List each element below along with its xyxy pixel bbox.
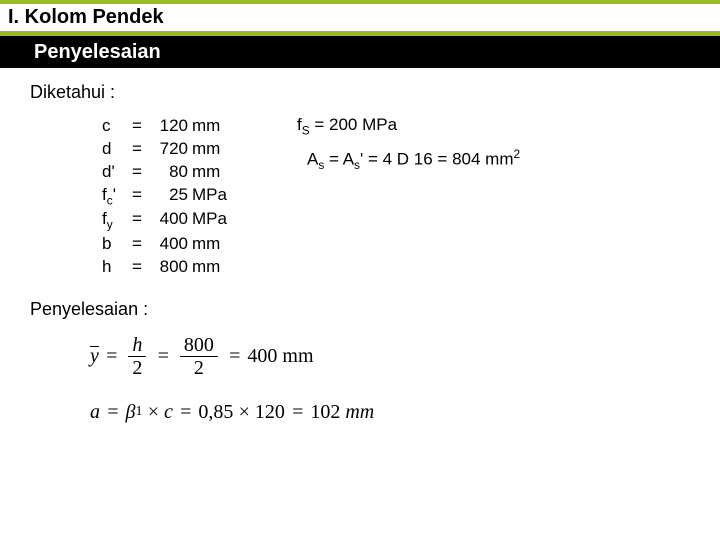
row-fc: fc'=25MPa — [102, 184, 227, 208]
section-penyelesaian: Penyelesaian : — [30, 299, 690, 320]
formula-a: a = β1 × c = 0,85 × 120 = 102 mm — [90, 401, 690, 424]
data-columns: c=120mm d=720mm d'=80mm fc'=25MPa fy=400… — [102, 115, 690, 279]
row-h: h=800mm — [102, 256, 227, 279]
formula-area: y = h 2 = 800 2 = 400 mm a = β1 × c = 0,… — [90, 334, 690, 424]
row-b: b=400mm — [102, 233, 227, 256]
given-data-right: fS = 200 MPa As = As' = 4 D 16 = 804 mm2 — [297, 115, 520, 279]
formula-ybar: y = h 2 = 800 2 = 400 mm — [90, 334, 690, 379]
content-area: Diketahui : c=120mm d=720mm d'=80mm fc'=… — [0, 68, 720, 424]
subtitle-bar: Penyelesaian — [0, 36, 720, 68]
page-title: I. Kolom Pendek — [0, 4, 720, 31]
row-d: d=720mm — [102, 138, 227, 161]
row-c: c=120mm — [102, 115, 227, 138]
row-as: As = As' = 4 D 16 = 804 mm2 — [307, 147, 520, 172]
subtitle-text: Penyelesaian — [34, 41, 161, 64]
given-data-left: c=120mm d=720mm d'=80mm fc'=25MPa fy=400… — [102, 115, 227, 279]
row-fy: fy=400MPa — [102, 208, 227, 232]
section-diketahui: Diketahui : — [30, 82, 690, 103]
row-d-prime: d'=80mm — [102, 161, 227, 184]
row-fs: fS = 200 MPa — [297, 115, 520, 137]
